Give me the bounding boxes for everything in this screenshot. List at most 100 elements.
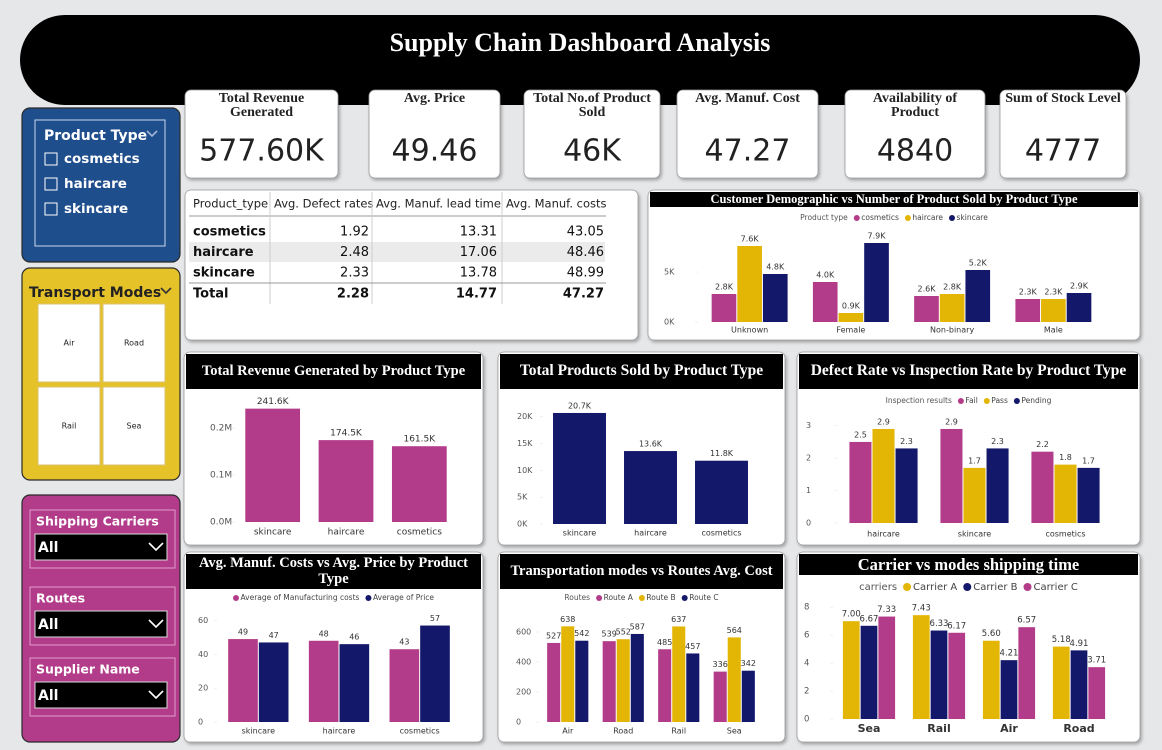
kpi-card xyxy=(999,89,1127,179)
dropdown-value[interactable]: All xyxy=(38,688,58,704)
x-tick-label: skincare xyxy=(242,727,276,736)
bar xyxy=(948,632,966,719)
chart-title: Total Products Sold by Product Type xyxy=(500,354,783,389)
slicer-tile[interactable] xyxy=(37,303,101,383)
y-tick-label: 0K xyxy=(517,520,528,529)
y-tick-label: 400 xyxy=(516,658,531,667)
slicer-item[interactable]: skincare xyxy=(64,201,128,217)
chart-title: Total Revenue Generated by Product Type xyxy=(186,354,481,389)
x-tick-label: Road xyxy=(1063,722,1094,735)
slicer-item[interactable]: Rail xyxy=(62,422,77,431)
y-tick-label: 40 xyxy=(198,650,208,659)
bar xyxy=(553,412,606,524)
slicer-item[interactable]: haircare xyxy=(64,176,127,192)
y-tick-label: 6 xyxy=(804,631,809,641)
x-tick-label: haircare xyxy=(867,530,900,539)
bar xyxy=(1041,299,1066,322)
x-tick-label: cosmetics xyxy=(400,727,440,736)
bar xyxy=(986,448,1009,523)
bar xyxy=(658,649,672,722)
data-label: 6.57 xyxy=(1017,616,1036,626)
slicer-tile[interactable] xyxy=(37,386,101,466)
dropdown-box[interactable] xyxy=(34,610,168,638)
y-tick-label: 8 xyxy=(804,603,809,613)
table-card xyxy=(184,189,639,341)
bar xyxy=(561,626,575,722)
bar xyxy=(575,640,589,722)
y-tick-label: 0.0M xyxy=(210,518,232,528)
data-label: 638 xyxy=(560,615,575,624)
data-label: 2.9K xyxy=(1070,282,1089,291)
y-tick-label: 1 xyxy=(806,486,811,495)
data-label: 43 xyxy=(399,638,409,647)
data-label: 336 xyxy=(713,660,728,669)
x-tick-label: Rail xyxy=(927,722,950,735)
data-label: 5.2K xyxy=(969,259,988,268)
x-tick-label: Unknown xyxy=(731,326,768,335)
checkbox[interactable] xyxy=(44,202,58,216)
chevron[interactable] xyxy=(146,130,158,138)
y-tick-label: 4 xyxy=(804,659,809,669)
kpi-title: Avg. Manuf. Cost xyxy=(695,91,800,106)
data-label: 49 xyxy=(238,628,248,637)
chevron[interactable] xyxy=(148,542,164,552)
data-label: 485 xyxy=(657,638,672,647)
bar xyxy=(1088,667,1106,719)
legend-label: Carrier B xyxy=(973,582,1017,593)
chevron[interactable] xyxy=(148,690,164,700)
slicer-item[interactable]: cosmetics xyxy=(64,151,140,167)
x-tick-label: skincare xyxy=(958,530,992,539)
kpi-value: 577.60K xyxy=(199,134,325,169)
checkbox[interactable] xyxy=(44,177,58,191)
slicer-item[interactable]: Road xyxy=(124,339,144,348)
x-tick-label: Air xyxy=(1000,722,1018,735)
x-tick-label: Non-binary xyxy=(930,326,974,335)
dropdown-value[interactable]: All xyxy=(38,617,58,633)
chevron[interactable] xyxy=(160,287,172,295)
y-tick-label: 5K xyxy=(517,493,528,502)
y-tick-label: 0K xyxy=(664,318,675,327)
legend-label: Carrier A xyxy=(913,582,957,593)
dropdown-box[interactable] xyxy=(34,533,168,561)
chevron[interactable] xyxy=(148,619,164,629)
legend-label: cosmetics xyxy=(861,213,899,222)
data-label: 2.3 xyxy=(991,437,1004,446)
y-tick-label: 0 xyxy=(806,519,811,528)
bar xyxy=(391,446,447,522)
chart-title: Carrier vs modes shipping time xyxy=(799,554,1138,575)
dropdown-value[interactable]: All xyxy=(38,540,58,556)
legend-swatch xyxy=(903,583,912,591)
slicer-item[interactable]: Air xyxy=(64,339,76,348)
dropdown-box[interactable] xyxy=(34,681,168,709)
table-header: Avg. Defect rates xyxy=(274,197,374,211)
data-label: 7.43 xyxy=(912,604,931,614)
slicer-item[interactable]: Sea xyxy=(127,422,142,431)
data-label: 1.7 xyxy=(1082,456,1095,465)
data-label: 2.5 xyxy=(854,430,867,439)
slicer-tile[interactable] xyxy=(102,386,166,466)
bar xyxy=(258,642,289,722)
legend-swatch xyxy=(1023,583,1032,591)
x-tick-label: cosmetics xyxy=(397,528,442,538)
bar xyxy=(963,467,986,523)
bar xyxy=(940,428,963,523)
bar xyxy=(245,408,301,522)
legend-swatch xyxy=(638,595,645,601)
data-label: 48 xyxy=(319,629,329,638)
data-label: 2.3K xyxy=(1044,288,1063,297)
bar xyxy=(1000,660,1018,719)
bar xyxy=(672,626,686,722)
checkbox[interactable] xyxy=(44,152,58,166)
bar xyxy=(741,670,755,722)
y-tick-label: 0 xyxy=(516,718,521,727)
slicer-tile[interactable] xyxy=(102,303,166,383)
slicer-title: Transport Modes xyxy=(29,285,161,301)
legend-label: Carrier C xyxy=(1034,582,1078,593)
chart-title: Customer Demographic vs Number of Produc… xyxy=(650,192,1138,207)
kpi-title: Total No.of Product Sold xyxy=(533,91,651,120)
table-cell: 2.28 xyxy=(337,287,369,302)
kpi-card xyxy=(368,89,501,179)
data-label: 2.9 xyxy=(877,417,890,426)
data-label: 7.9K xyxy=(868,232,887,241)
legend-label: Route A xyxy=(604,593,634,602)
